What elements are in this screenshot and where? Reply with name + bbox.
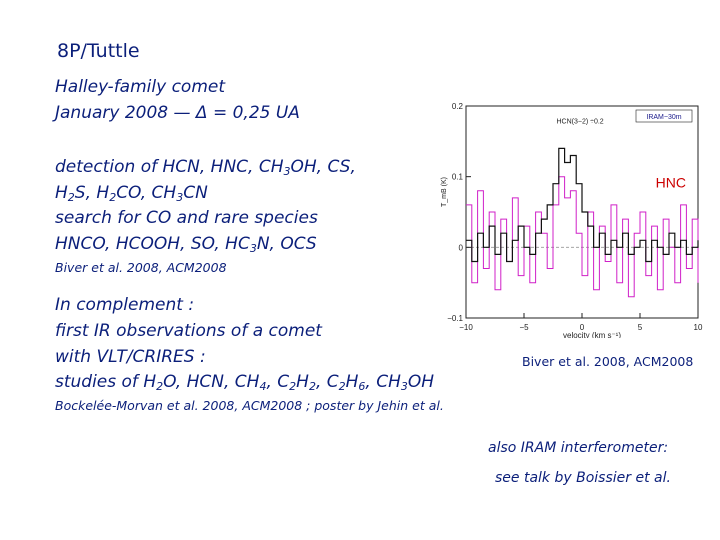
x-tick-label: −5	[519, 323, 529, 332]
complement-line-4: studies of H2O, HCN, CH4, C2H2, C2H6, CH…	[55, 372, 435, 393]
detection-line-3: search for CO and rare species	[55, 208, 318, 228]
x-tick-label: 10	[694, 323, 703, 332]
detection-line-1: detection of HCN, HNC, CH3OH, CS,	[55, 157, 356, 178]
y-tick-label: −0.1	[447, 314, 463, 323]
y-tick-label: 0	[459, 243, 464, 252]
spectrum-chart: −10 −5 0 5 10 −0.1 0 0.1 0.2 velocity (km s⁻¹) T_m…	[430, 98, 710, 340]
x-tick-label: 0	[580, 323, 585, 332]
spectrum-chart-svg: −10 −5 0 5 10 −0.1 0 0.1 0.2 velocity (km s⁻¹) T_m…	[441, 102, 703, 340]
legend-box	[635, 109, 693, 123]
slide-title: 8P/Tuttle	[57, 40, 140, 62]
reference-biver: Biver et al. 2008, ACM2008	[55, 260, 227, 275]
detection-line-2: H2S, H2CO, CH3CN	[55, 183, 208, 204]
chart-caption: Biver et al. 2008, ACM2008	[522, 354, 694, 369]
annotation-hcn: HCN(3−2) ÷0.2	[556, 119, 603, 126]
complement-line-2: first IR observations of a comet	[55, 321, 322, 341]
y-tick-label: 0.2	[452, 102, 464, 111]
y-tick-label: 0.1	[452, 173, 464, 182]
complement-line-3: with VLT/CRIRES :	[55, 347, 206, 367]
subtitle-line-2: January 2008 — Δ = 0,25 UA	[55, 103, 300, 123]
legend-label: IRAM−30m	[646, 114, 681, 121]
y-axis-label: T_mB (K)	[441, 177, 448, 207]
x-axis-label: velocity (km s⁻¹)	[563, 331, 621, 338]
detection-line-4: HNCO, HCOOH, SO, HC3N, OCS	[55, 234, 317, 255]
complement-line-1: In complement :	[55, 295, 195, 315]
iram-line-1: also IRAM interferometer:	[488, 440, 669, 456]
subtitle-line-1: Halley-family comet	[55, 77, 225, 97]
reference-bockelee: Bockelée-Morvan et al. 2008, ACM2008 ; p…	[55, 398, 444, 413]
x-tick-label: 5	[638, 323, 643, 332]
series-line-hcn	[466, 147, 699, 263]
iram-line-2: see talk by Boissier et al.	[495, 470, 671, 486]
x-tick-label: −10	[459, 323, 473, 332]
annotation-hnc: HNC	[656, 174, 686, 190]
